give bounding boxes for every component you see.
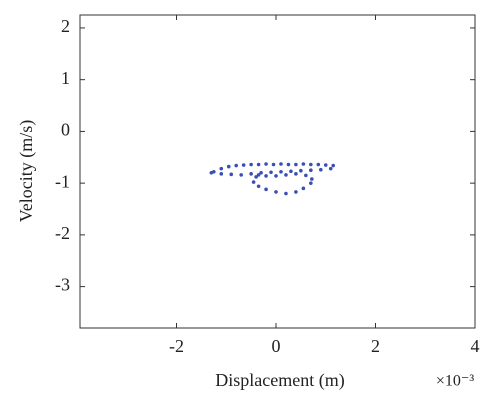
- point: [259, 170, 263, 175]
- point: [264, 174, 268, 178]
- point: [219, 166, 224, 171]
- x-multiplier: ×10⁻³: [436, 373, 474, 390]
- point: [310, 177, 314, 181]
- point: [271, 162, 276, 167]
- point: [249, 162, 253, 167]
- point: [229, 172, 234, 177]
- point: [269, 170, 273, 175]
- point: [264, 162, 268, 166]
- x-tick-label: 4: [471, 336, 480, 356]
- point: [323, 163, 328, 167]
- y-tick-label: 2: [61, 16, 70, 36]
- point: [226, 164, 231, 169]
- point: [309, 181, 313, 185]
- point: [299, 168, 303, 173]
- point: [241, 163, 246, 167]
- point: [294, 162, 298, 167]
- point: [289, 169, 293, 174]
- point: [309, 168, 313, 173]
- point: [294, 172, 298, 176]
- point: [274, 174, 278, 178]
- point: [274, 190, 278, 194]
- point: [219, 172, 224, 176]
- point: [304, 173, 308, 178]
- point: [249, 172, 253, 176]
- point: [284, 191, 288, 196]
- point: [256, 184, 261, 189]
- point: [251, 180, 256, 184]
- point: [331, 163, 336, 168]
- x-tick-label: 2: [371, 336, 380, 356]
- x-tick-label: 0: [272, 336, 281, 356]
- point: [239, 173, 243, 177]
- y-tick-label: -3: [55, 275, 70, 295]
- plot-frame: [79, 14, 476, 329]
- point: [301, 186, 306, 191]
- point: [309, 162, 313, 167]
- point: [294, 190, 298, 194]
- point: [256, 162, 261, 167]
- y-tick-label: 1: [61, 68, 70, 88]
- y-axis-label: Velocity (m/s): [16, 120, 37, 222]
- point: [254, 175, 258, 179]
- y-tick-label: 0: [61, 120, 70, 140]
- point: [328, 166, 333, 171]
- point: [279, 162, 283, 166]
- point: [316, 162, 321, 167]
- point: [286, 162, 291, 167]
- x-axis-label: Displacement (m): [215, 370, 344, 391]
- x-tick-label: -2: [169, 336, 184, 356]
- point: [264, 187, 268, 192]
- point: [279, 169, 283, 174]
- y-tick-label: -2: [55, 223, 70, 243]
- point: [256, 173, 261, 177]
- point: [209, 170, 214, 175]
- point: [234, 163, 239, 168]
- point: [301, 162, 306, 166]
- point: [318, 167, 323, 172]
- y-tick-label: -1: [55, 171, 70, 191]
- point: [284, 173, 288, 177]
